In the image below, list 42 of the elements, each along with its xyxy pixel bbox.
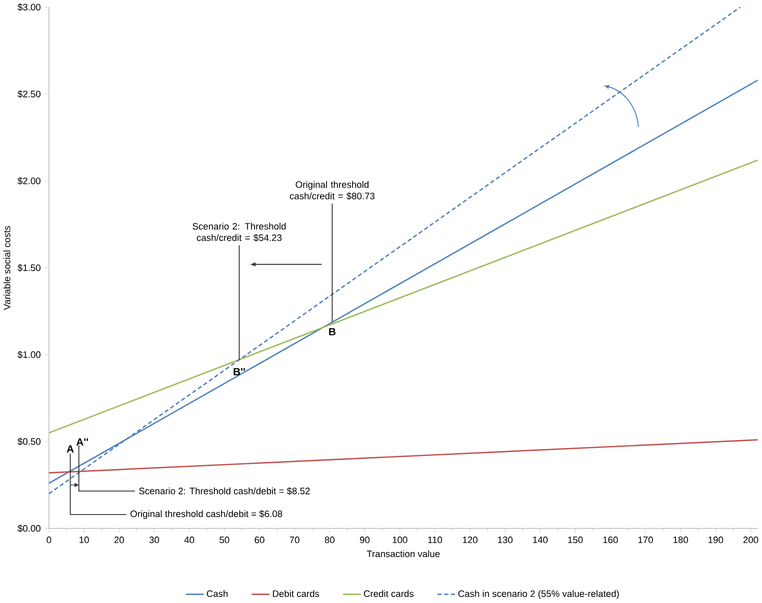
x-tick-label: 190 xyxy=(708,536,724,544)
annotation: Original threshold cash/debit = $6.08 xyxy=(130,510,282,520)
y-tick-label: $0.00 xyxy=(18,524,40,532)
annotation: B xyxy=(329,328,336,336)
x-tick-label: 50 xyxy=(220,536,230,544)
legend-label: Cash in scenario 2 (55% value-related) xyxy=(458,590,619,600)
y-tick-label: $2.50 xyxy=(18,90,40,98)
x-tick-label: 100 xyxy=(392,536,408,544)
annotation: B'' xyxy=(234,368,245,376)
y-tick-label: $1.00 xyxy=(18,351,40,359)
legend-label: Cash xyxy=(206,590,228,598)
y-axis-title: Variable social costs xyxy=(3,226,10,310)
x-tick-label: 150 xyxy=(568,536,583,544)
x-tick-label: 70 xyxy=(290,536,300,544)
x-tick-label: 60 xyxy=(254,536,264,544)
legend-label: Credit cards xyxy=(364,590,414,598)
x-tick-label: 200 xyxy=(743,536,758,544)
x-tick-label: 10 xyxy=(80,536,89,544)
annotation: Original threshold cash/credit = $80.73 xyxy=(290,181,375,200)
x-tick-label: 140 xyxy=(533,536,548,544)
x-tick-label: 90 xyxy=(360,536,370,544)
x-tick-label: 180 xyxy=(673,536,688,544)
annotation: A'' xyxy=(76,438,88,446)
x-tick-label: 30 xyxy=(149,536,160,544)
y-tick-label: $3.00 xyxy=(18,4,40,12)
x-tick-label: 120 xyxy=(462,536,478,544)
x-tick-label: 40 xyxy=(184,536,194,544)
y-tick-label: $1.50 xyxy=(18,264,40,272)
annotation: Scenario 2: Threshold cash/credit = $54.23 xyxy=(192,222,286,242)
y-tick-label: $2.00 xyxy=(18,177,40,185)
x-tick-label: 130 xyxy=(498,536,513,544)
y-tick-label: $0.50 xyxy=(18,438,40,446)
x-axis-title: Transaction value xyxy=(366,550,440,558)
x-tick-label: 170 xyxy=(638,536,653,544)
x-tick-label: 80 xyxy=(324,536,335,544)
annotation: A xyxy=(66,446,74,453)
legend-label: Debit cards xyxy=(272,590,320,598)
x-tick-label: 0 xyxy=(46,536,52,544)
x-tick-label: 20 xyxy=(114,536,124,544)
x-tick-label: 160 xyxy=(603,536,618,544)
annotation: Scenario 2: Threshold cash/debit = $8.52 xyxy=(139,487,310,496)
x-tick-label: 110 xyxy=(428,536,442,544)
